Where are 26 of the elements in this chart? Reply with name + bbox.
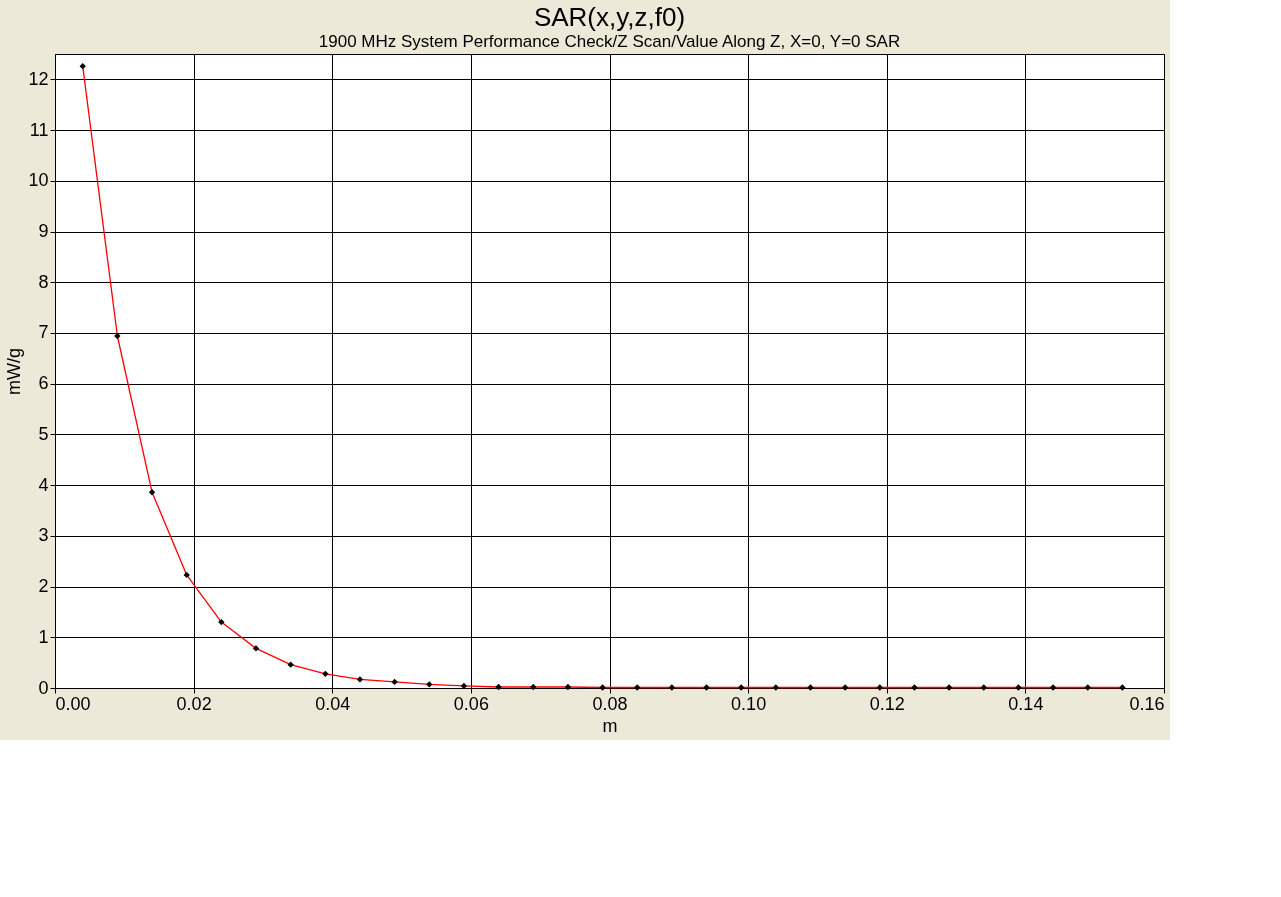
y-tick-label: 4 xyxy=(38,474,49,495)
x-tick-label: 0.14 xyxy=(1008,693,1044,714)
y-tick-label: 12 xyxy=(28,68,49,89)
chart-title: SAR(x,y,z,f0) xyxy=(533,2,686,32)
x-tick-label: 0.00 xyxy=(55,693,91,714)
x-tick-label: 0.10 xyxy=(731,693,767,714)
x-tick-label: 0.02 xyxy=(176,693,212,714)
x-tick-label: 0.08 xyxy=(592,693,628,714)
y-tick-label: 8 xyxy=(38,271,49,292)
y-tick-label: 2 xyxy=(38,576,49,597)
y-tick-label: 6 xyxy=(38,373,49,394)
x-tick-label: 0.16 xyxy=(1129,693,1165,714)
y-axis-title: mW/g xyxy=(4,348,25,395)
y-tick-label: 11 xyxy=(29,119,49,140)
x-tick-label: 0.06 xyxy=(453,693,489,714)
x-axis-title: m xyxy=(602,715,618,736)
x-tick-label: 0.04 xyxy=(315,693,351,714)
y-tick-label: 5 xyxy=(38,423,49,444)
y-tick-label: 0 xyxy=(38,677,49,698)
y-tick-label: 9 xyxy=(38,221,49,242)
y-tick-label: 3 xyxy=(38,525,49,546)
chart-subtitle: 1900 MHz System Performance Check/Z Scan/Value Along Z, X=0, Y=0 SAR xyxy=(318,32,901,51)
y-tick-label: 1 xyxy=(38,626,49,647)
y-tick-label: 10 xyxy=(28,170,49,191)
y-tick-label: 7 xyxy=(38,322,49,343)
x-tick-label: 0.12 xyxy=(869,693,905,714)
